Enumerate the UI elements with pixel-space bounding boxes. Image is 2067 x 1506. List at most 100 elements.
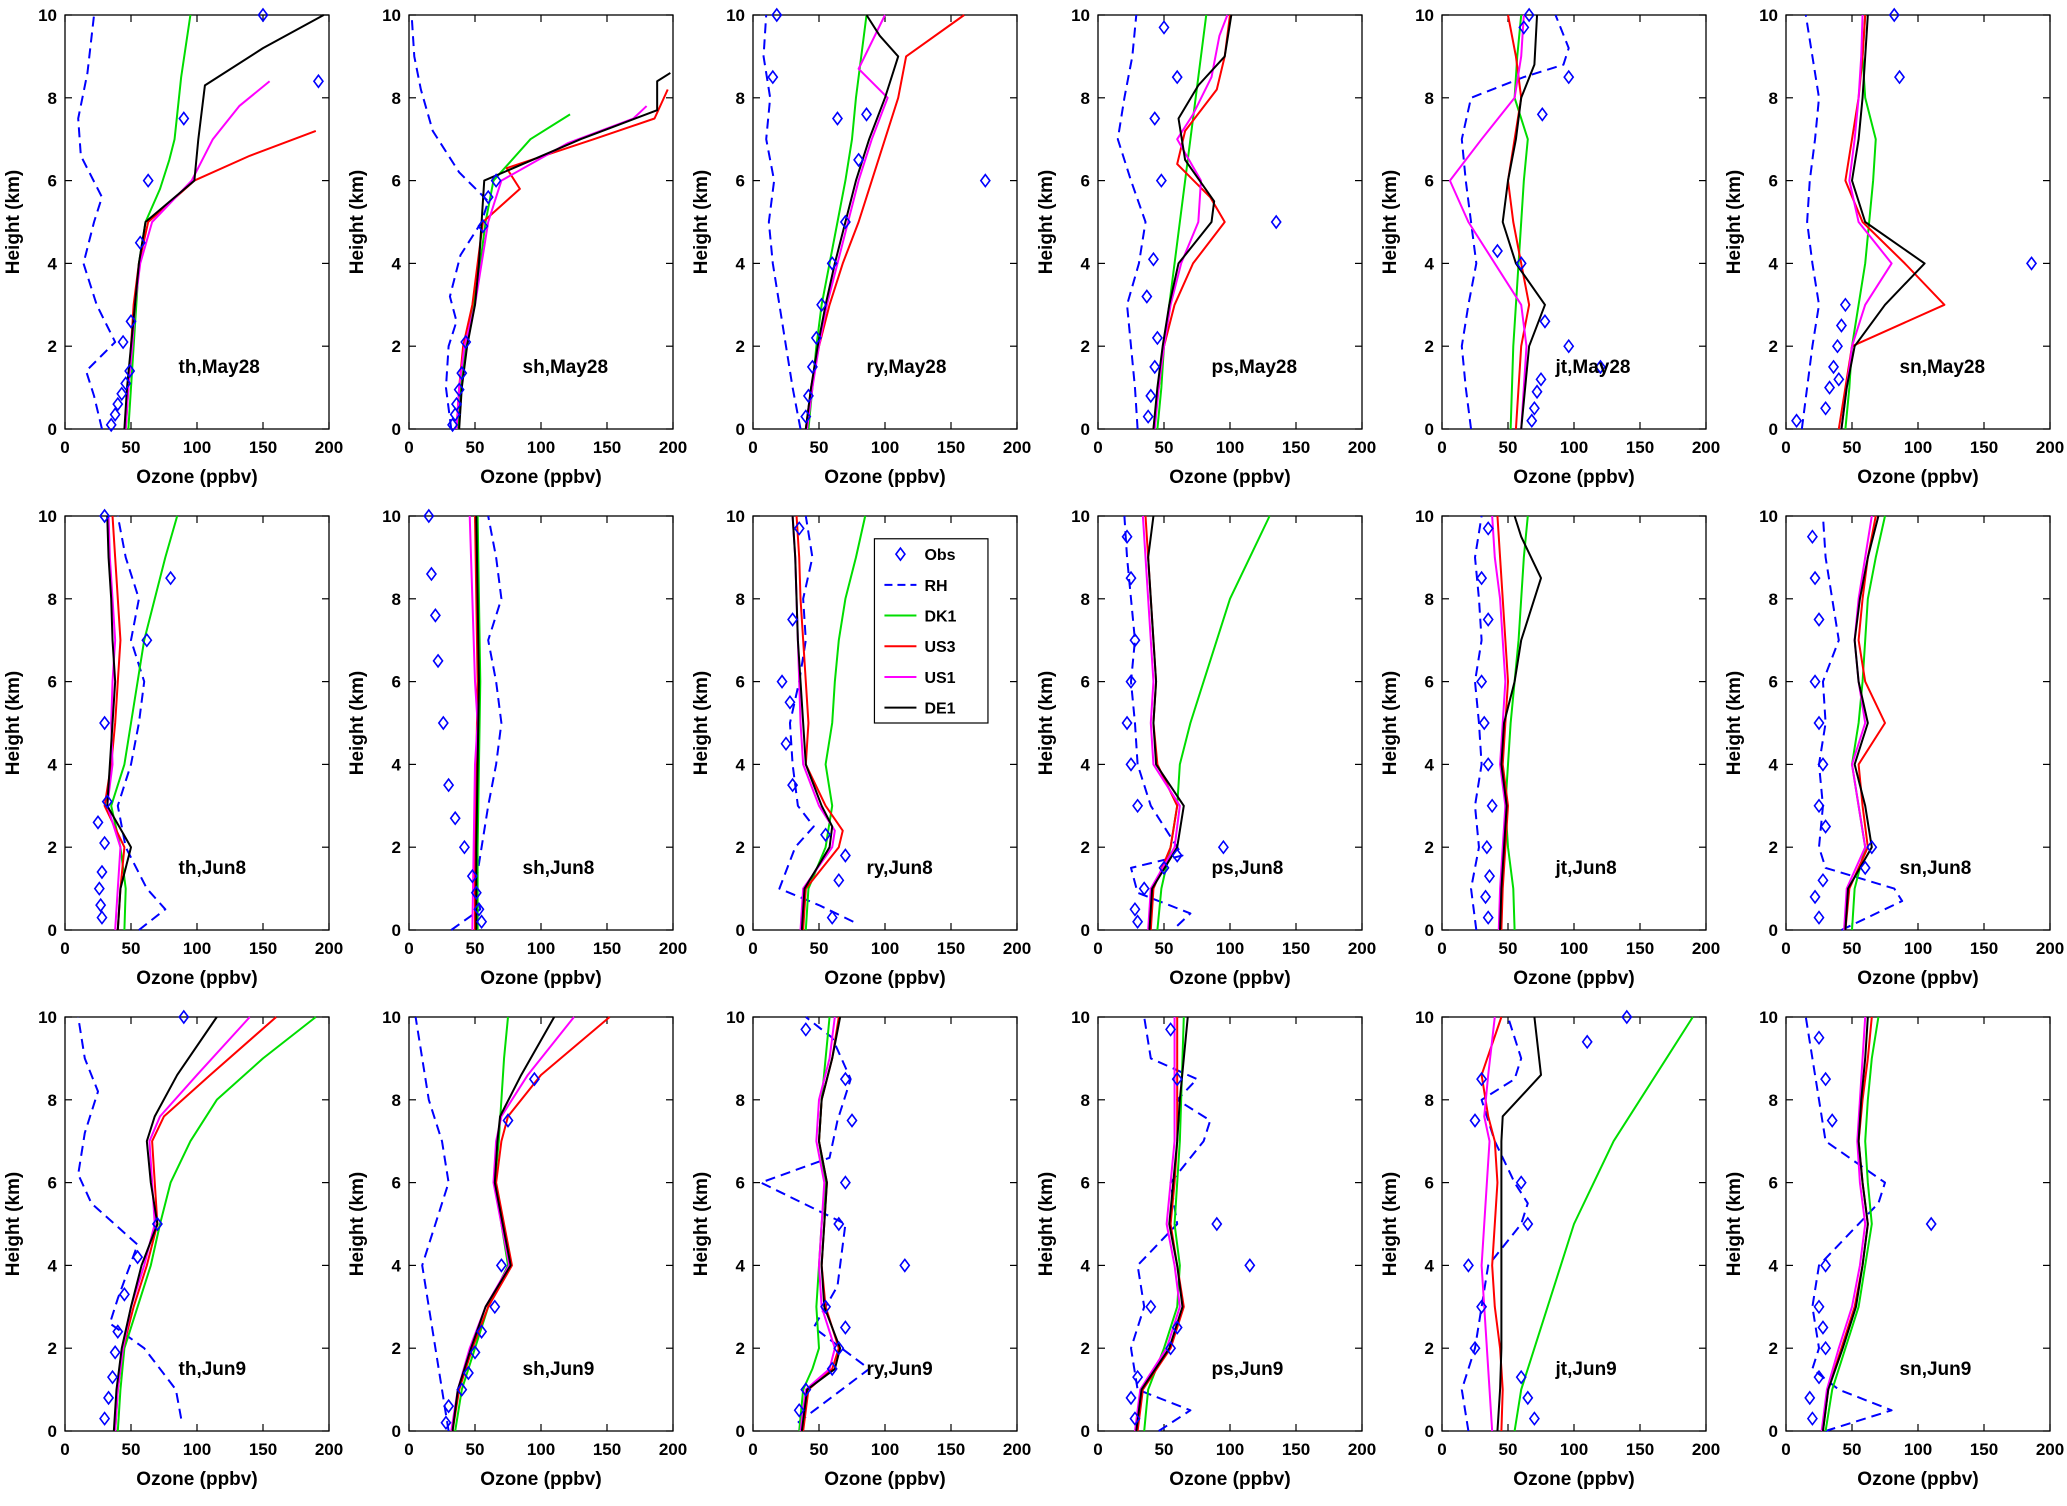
- obs-diamond-marker: [1526, 413, 1538, 429]
- svg-text:150: 150: [1626, 438, 1654, 457]
- subplot-svg: 0 50 100 150 200 0 2 4 6 8 10 Ozone (ppbv) Height (k…: [1380, 6, 1720, 488]
- panel-label: sn,Jun9: [1899, 1359, 1971, 1380]
- subplot-sh,Jun8: 0 50 100 150 200 0 2 4 6 8 10 Ozone (ppbv) Height (k…: [345, 502, 689, 1000]
- subplot-ps,Jun8: 0 50 100 150 200 0 2 4 6 8 10 Ozone (ppbv) Height (k…: [1034, 502, 1378, 1000]
- svg-text:8: 8: [736, 1091, 745, 1110]
- series-RH-line: [1460, 1016, 1529, 1432]
- svg-text:8: 8: [1424, 590, 1433, 609]
- obs-diamond-marker: [1528, 400, 1540, 416]
- series-US1-line: [1843, 515, 1873, 931]
- svg-text:200: 200: [2036, 438, 2064, 457]
- x-axis-label: Ozone (ppbv): [136, 968, 257, 989]
- x-tick-labels: 0 50 100 150 200: [60, 1440, 343, 1459]
- x-axis-label: Ozone (ppbv): [136, 1469, 257, 1490]
- svg-text:50: 50: [1842, 939, 1861, 958]
- svg-text:0: 0: [736, 1422, 745, 1441]
- subplot-ps,Jun9: 0 50 100 150 200 0 2 4 6 8 10 Ozone (ppbv) Height (k…: [1034, 1003, 1378, 1501]
- subplot-sn,Jun9: 0 50 100 150 200 0 2 4 6 8 10 Ozone (ppbv) Height (k…: [1722, 1003, 2066, 1501]
- subplot-sh,Jun9: 0 50 100 150 200 0 2 4 6 8 10 Ozone (ppbv) Height (k…: [345, 1003, 689, 1501]
- series-DE1-line: [1498, 515, 1542, 931]
- svg-text:2: 2: [1424, 838, 1433, 857]
- y-tick-labels: 0 2 4 6 8 10: [38, 1008, 57, 1441]
- svg-text:0: 0: [392, 1422, 401, 1441]
- axis-ticks: [1096, 515, 1363, 931]
- x-axis-label: Ozone (ppbv): [1857, 1469, 1978, 1490]
- obs-diamond-marker: [1148, 359, 1160, 375]
- svg-text:0: 0: [1093, 939, 1102, 958]
- svg-text:0: 0: [1768, 420, 1777, 439]
- svg-text:100: 100: [1215, 1440, 1243, 1459]
- y-axis-label: Height (km): [1380, 170, 1401, 275]
- svg-text:100: 100: [183, 939, 211, 958]
- y-axis-label: Height (km): [347, 1172, 368, 1277]
- obs-diamond-marker: [1158, 860, 1170, 876]
- svg-text:0: 0: [1093, 1440, 1102, 1459]
- obs-diamond-marker: [456, 1382, 468, 1397]
- subplot-svg: 0 50 100 150 200 0 2 4 6 8 10 Ozone (ppbv) Height (k…: [347, 6, 687, 488]
- svg-text:100: 100: [1560, 1440, 1588, 1459]
- subplot-jt,May28: 0 50 100 150 200 0 2 4 6 8 10 Ozone (ppbv) Height (k…: [1378, 1, 1722, 499]
- svg-text:150: 150: [1970, 1440, 1998, 1459]
- svg-text:2: 2: [736, 1339, 745, 1358]
- obs-diamond-marker: [787, 612, 799, 627]
- obs-diamond-marker: [833, 872, 845, 888]
- obs-diamond-marker: [827, 1361, 839, 1377]
- svg-text:0: 0: [1424, 420, 1433, 439]
- series-DE1-line: [106, 515, 132, 931]
- series-US1-line: [1490, 515, 1507, 931]
- obs-diamond-marker: [816, 297, 828, 313]
- plot-box: [408, 14, 674, 430]
- svg-text:0: 0: [1080, 1422, 1089, 1441]
- obs-diamond-marker: [1171, 69, 1183, 85]
- obs-diamond-marker: [451, 396, 463, 412]
- x-axis-label: Ozone (ppbv): [1513, 467, 1634, 488]
- obs-diamond-marker: [800, 1382, 812, 1397]
- series-DE1-line: [1152, 14, 1232, 430]
- obs-diamond-marker: [1138, 881, 1150, 896]
- obs-diamond-marker: [1813, 715, 1825, 731]
- series-DK1-line: [1509, 14, 1529, 430]
- svg-text:100: 100: [527, 939, 555, 958]
- x-axis-label: Ozone (ppbv): [1169, 467, 1290, 488]
- svg-text:100: 100: [183, 1440, 211, 1459]
- obs-diamond-marker: [112, 396, 124, 412]
- x-tick-labels: 0 50 100 150 200: [404, 438, 687, 457]
- svg-text:4: 4: [1424, 755, 1434, 774]
- obs-diamond-marker: [1151, 330, 1163, 346]
- obs-diamond-marker: [440, 1415, 452, 1431]
- obs-diamond-marker: [1142, 409, 1154, 424]
- y-axis-label: Height (km): [3, 671, 24, 776]
- subplot-sn,May28: 0 50 100 150 200 0 2 4 6 8 10 Ozone (ppbv) Height (k…: [1722, 1, 2066, 499]
- subplot-svg: 0 50 100 150 200 0 2 4 6 8 10 Ozone (ppbv) Height (k…: [1380, 1008, 1720, 1490]
- svg-text:8: 8: [48, 1091, 57, 1110]
- svg-text:0: 0: [1437, 1440, 1446, 1459]
- svg-text:6: 6: [736, 1174, 745, 1193]
- svg-text:50: 50: [1842, 438, 1861, 457]
- series-RH-line: [414, 1016, 450, 1432]
- series-US3-line: [1844, 515, 1886, 931]
- obs-diamond-marker: [1486, 798, 1498, 814]
- obs-diamond-marker: [117, 334, 129, 350]
- obs-diamond-marker: [95, 897, 107, 913]
- svg-text:200: 200: [315, 1440, 343, 1459]
- obs-diamond-marker: [833, 1340, 845, 1356]
- svg-text:50: 50: [1154, 939, 1173, 958]
- obs-diamond-marker: [1155, 173, 1167, 188]
- plot-box: [1441, 515, 1707, 931]
- svg-text:0: 0: [1080, 921, 1089, 940]
- obs-diamond-marker: [120, 376, 132, 391]
- svg-text:10: 10: [726, 507, 745, 526]
- obs-diamond-marker: [1125, 1390, 1137, 1406]
- svg-text:10: 10: [1071, 1008, 1090, 1027]
- axis-ticks: [408, 14, 674, 430]
- panel-label: ry,Jun9: [867, 1359, 933, 1380]
- series-DE1-line: [1134, 1016, 1189, 1432]
- obs-diamond-marker: [471, 885, 483, 901]
- y-tick-labels: 0 2 4 6 8 10: [1759, 1008, 1778, 1441]
- y-axis-label: Height (km): [691, 671, 712, 776]
- obs-diamond-marker: [1531, 384, 1543, 400]
- obs-diamond-marker: [1523, 7, 1535, 23]
- svg-text:2: 2: [392, 838, 401, 857]
- x-axis-label: Ozone (ppbv): [1857, 467, 1978, 488]
- svg-text:10: 10: [1759, 507, 1778, 526]
